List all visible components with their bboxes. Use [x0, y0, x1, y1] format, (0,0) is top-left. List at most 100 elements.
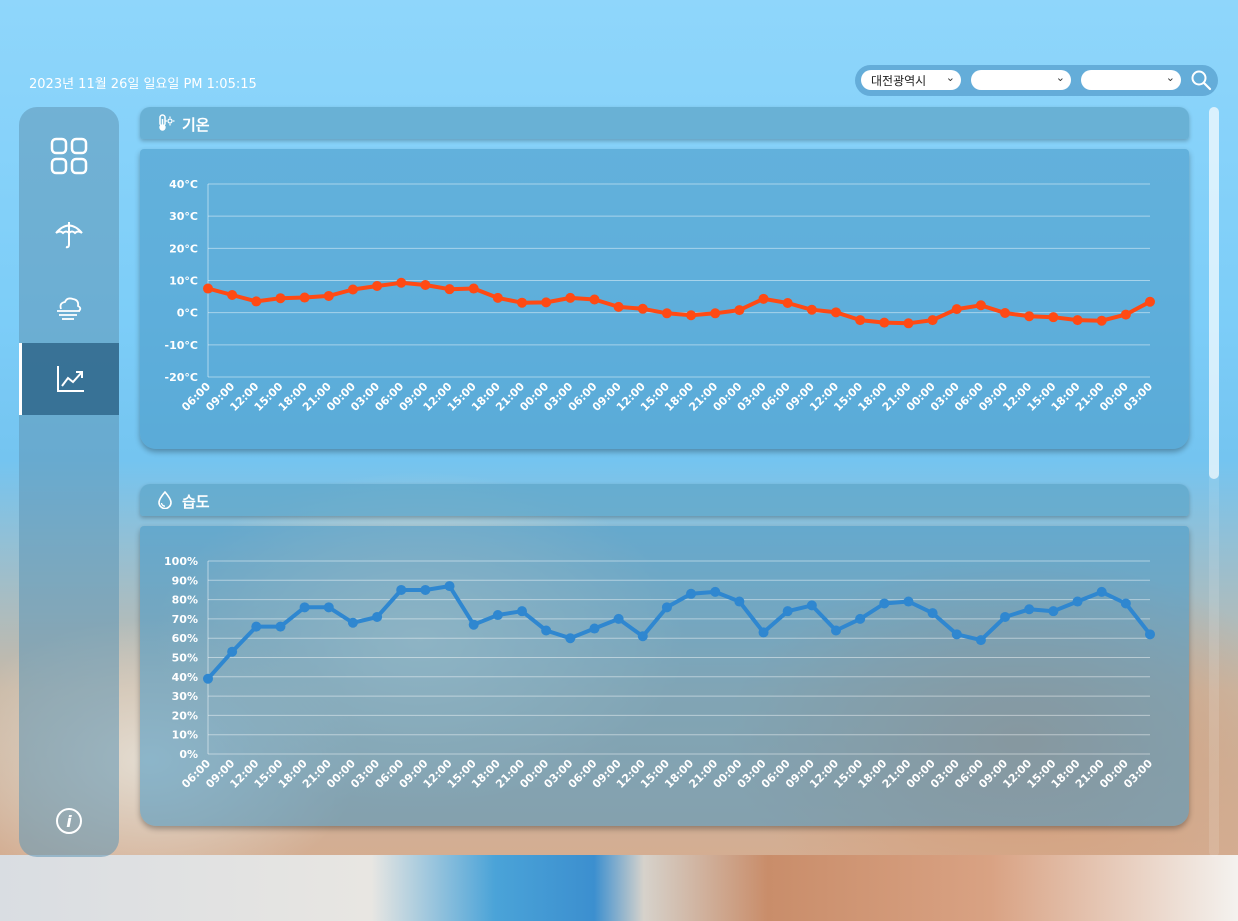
temperature-data-point — [517, 297, 527, 308]
humidity-data-point — [372, 611, 383, 622]
dong-select[interactable]: ⌄ — [1081, 70, 1181, 90]
temperature-data-point — [492, 292, 503, 303]
temperature-data-point — [203, 283, 213, 294]
trend-chart-icon — [56, 366, 84, 392]
y-tick-label: 0% — [179, 748, 198, 761]
humidity-series-line — [206, 584, 1152, 681]
humidity-data-point — [710, 586, 721, 597]
humidity-data-point — [347, 617, 358, 628]
temperature-data-point — [951, 304, 962, 315]
nav-dashboard[interactable] — [19, 120, 119, 192]
current-datetime: 2023년 11월 26일 일요일 PM 1:05:15 — [29, 77, 257, 92]
y-tick-label: 30°C — [169, 210, 198, 223]
city-select[interactable]: 대전광역시 ⌄ — [861, 70, 961, 90]
temperature-data-point — [975, 300, 986, 311]
city-select-value: 대전광역시 — [871, 74, 927, 88]
y-tick-label: 50% — [172, 652, 198, 665]
humidity-data-point — [1024, 604, 1035, 615]
thermometer-icon — [159, 114, 175, 131]
y-tick-label: 100% — [164, 555, 198, 568]
humidity-data-point — [565, 633, 576, 644]
chevron-down-icon: ⌄ — [1165, 71, 1175, 84]
humidity-data-point — [203, 673, 213, 684]
humidity-data-point — [686, 588, 697, 599]
temperature-data-point — [879, 317, 890, 328]
humidity-data-point — [517, 606, 527, 617]
temperature-data-point — [734, 305, 745, 316]
humidity-data-point — [1120, 598, 1131, 609]
temperature-data-point — [227, 289, 238, 300]
humidity-data-point — [879, 598, 890, 609]
humidity-data-point — [227, 646, 238, 657]
temperature-data-point — [1120, 309, 1131, 320]
temperature-data-point — [1048, 312, 1059, 323]
nav-trend-charts[interactable] — [19, 343, 119, 415]
humidity-data-point — [275, 621, 286, 632]
y-tick-label: 90% — [172, 574, 198, 587]
chevron-down-icon: ⌄ — [945, 71, 955, 84]
temperature-data-point — [275, 293, 286, 304]
y-tick-label: -10°C — [165, 339, 198, 352]
humidity-data-point — [831, 625, 841, 636]
y-tick-label: 70% — [172, 613, 198, 626]
temperature-data-point — [1024, 311, 1035, 322]
humidity-data-point — [613, 613, 624, 624]
humidity-data-point — [951, 629, 962, 640]
temperature-data-point — [661, 308, 672, 319]
temperature-panel-title: 기온 — [182, 116, 210, 134]
humidity-data-point — [806, 600, 817, 611]
search-button[interactable] — [1189, 68, 1213, 92]
y-tick-label: 20% — [172, 709, 198, 722]
y-tick-label: 20°C — [169, 242, 198, 255]
humidity-data-point — [734, 596, 745, 607]
temperature-data-point — [444, 284, 455, 295]
humidity-chart: 100%90%80%70%60%50%40%30%20%10%0%06:0009… — [164, 555, 1155, 791]
umbrella-icon — [55, 222, 83, 249]
temperature-data-point — [613, 301, 624, 312]
humidity-data-point — [1048, 606, 1059, 617]
temperature-data-point — [758, 293, 769, 304]
temperature-data-point — [372, 280, 383, 291]
temperature-data-point — [806, 304, 817, 315]
y-tick-label: 30% — [172, 690, 198, 703]
temperature-data-point — [855, 315, 866, 326]
location-selector: 대전광역시 ⌄ ⌄ ⌄ — [855, 65, 1218, 96]
humidity-data-point — [927, 608, 938, 619]
humidity-data-point — [1096, 586, 1107, 597]
nav-precipitation[interactable] — [19, 198, 119, 270]
y-tick-label: 0°C — [177, 307, 198, 320]
temperature-data-point — [686, 310, 697, 321]
district-select[interactable]: ⌄ — [971, 70, 1071, 90]
temperature-data-point — [1145, 296, 1155, 307]
temperature-data-point — [710, 308, 721, 319]
nav-air-quality[interactable] — [19, 271, 119, 343]
humidity-data-point — [758, 627, 769, 638]
humidity-panel-header: 습도 — [140, 484, 1189, 516]
humidity-data-point — [492, 610, 503, 621]
temperature-data-point — [927, 315, 938, 326]
humidity-data-point — [855, 613, 866, 624]
temperature-data-point — [468, 283, 479, 294]
humidity-data-point — [541, 625, 552, 636]
temperature-panel: 40°C 30°C 20°C 10°C 0°C -10°C -20°C 06:00 09:00 1… — [140, 149, 1189, 449]
temperature-data-point — [541, 297, 552, 308]
y-tick-label: 10% — [172, 729, 198, 742]
y-tick-label: 60% — [172, 632, 198, 645]
fog-cloud-icon — [57, 297, 82, 320]
temperature-data-point — [396, 277, 407, 288]
humidity-data-point — [1145, 629, 1155, 640]
chevron-down-icon: ⌄ — [1055, 71, 1065, 84]
temperature-data-point — [1096, 315, 1107, 326]
temperature-data-point — [347, 284, 358, 295]
y-tick-label: 10°C — [169, 275, 198, 288]
humidity-data-point — [1000, 611, 1011, 622]
temperature-data-point — [565, 292, 576, 303]
scrollbar[interactable] — [1209, 107, 1219, 857]
scrollbar-thumb[interactable] — [1209, 107, 1219, 479]
temperature-data-point — [589, 294, 600, 305]
info-button[interactable]: i — [19, 785, 119, 857]
humidity-data-point — [420, 584, 431, 595]
humidity-data-point — [782, 606, 793, 617]
humidity-data-point — [444, 581, 455, 592]
humidity-data-point — [251, 621, 262, 632]
